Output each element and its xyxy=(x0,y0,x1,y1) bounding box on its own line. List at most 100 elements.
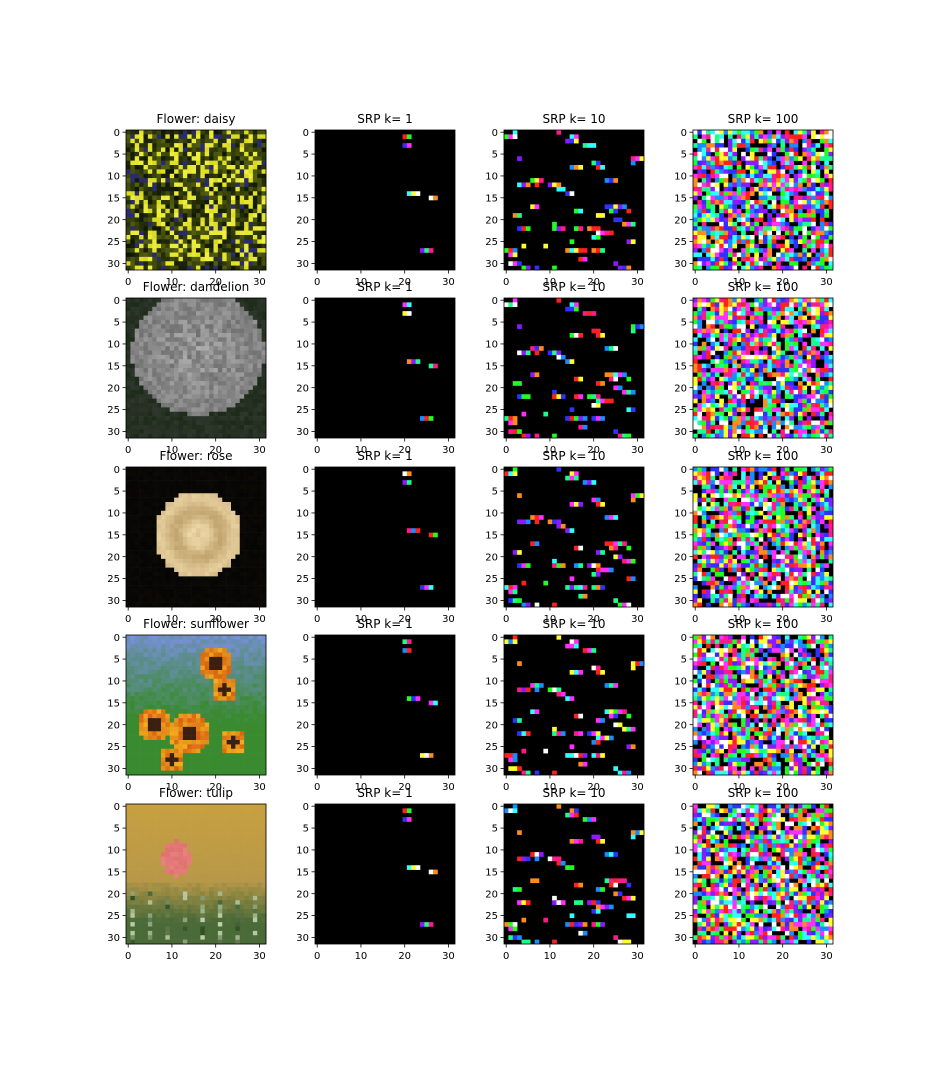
pixel xyxy=(187,351,192,356)
pixel xyxy=(170,506,175,511)
srp-pixel xyxy=(715,187,720,192)
pixel xyxy=(209,200,214,205)
pixel xyxy=(200,239,205,244)
srp-pixel xyxy=(789,239,794,244)
srp-pixel xyxy=(824,324,829,329)
srp-pixel xyxy=(829,355,834,360)
pixel xyxy=(139,572,144,577)
srp-pixel xyxy=(750,381,755,386)
srp-pixel xyxy=(794,187,799,192)
pixel xyxy=(262,311,267,316)
pixel xyxy=(148,196,153,201)
pixel xyxy=(165,261,170,266)
srp-pixel xyxy=(785,209,790,214)
pixel xyxy=(139,359,144,364)
srp-pixel xyxy=(706,200,711,205)
pixel xyxy=(192,381,197,386)
pixel xyxy=(218,235,223,240)
pixel xyxy=(135,390,140,395)
pixel xyxy=(214,235,219,240)
pixel xyxy=(179,359,184,364)
srp-pixel xyxy=(807,403,812,408)
pixel xyxy=(231,559,236,564)
pixel xyxy=(244,209,249,214)
srp-pixel xyxy=(741,381,746,386)
srp-pixel xyxy=(785,421,790,426)
srp-pixel xyxy=(798,364,803,369)
pixel xyxy=(222,476,227,481)
pixel xyxy=(152,337,157,342)
srp-pixel xyxy=(530,178,535,183)
srp-pixel xyxy=(750,174,755,179)
srp-pixel xyxy=(763,324,768,329)
pixel xyxy=(174,253,179,258)
pixel xyxy=(179,546,184,551)
pixel xyxy=(144,187,149,192)
srp-pixel xyxy=(767,213,772,218)
srp-pixel xyxy=(719,386,724,391)
srp-pixel xyxy=(706,204,711,209)
pixel xyxy=(152,416,157,421)
pixel xyxy=(262,239,267,244)
pixel xyxy=(209,253,214,258)
srp-pixel xyxy=(820,421,825,426)
pixel xyxy=(240,563,245,568)
srp-pixel xyxy=(724,156,729,161)
pixel xyxy=(257,485,262,490)
pixel xyxy=(126,320,131,325)
srp-pixel xyxy=(829,231,834,236)
pixel xyxy=(170,555,175,560)
pixel xyxy=(165,174,170,179)
pixel xyxy=(257,394,262,399)
srp-pixel xyxy=(711,342,716,347)
srp-pixel xyxy=(587,226,592,231)
pixel xyxy=(262,476,267,481)
srp-pixel xyxy=(759,377,764,382)
pixel xyxy=(222,471,227,476)
srp-pixel xyxy=(767,174,772,179)
pixel xyxy=(165,311,170,316)
srp-pixel xyxy=(697,244,702,249)
pixel xyxy=(135,298,140,303)
srp-pixel xyxy=(741,307,746,312)
srp-pixel xyxy=(737,399,742,404)
pixel xyxy=(262,324,267,329)
srp-pixel xyxy=(741,412,746,417)
pixel xyxy=(253,196,258,201)
pixel xyxy=(130,244,135,249)
pixel xyxy=(148,222,153,227)
pixel xyxy=(218,498,223,503)
pixel xyxy=(161,226,166,231)
pixel xyxy=(205,421,210,426)
srp-pixel xyxy=(750,372,755,377)
srp-pixel xyxy=(715,372,720,377)
pixel xyxy=(257,403,262,408)
pixel xyxy=(157,316,162,321)
pixel xyxy=(240,311,245,316)
pixel xyxy=(130,235,135,240)
x-tick-label: 0 xyxy=(314,277,320,288)
srp-pixel xyxy=(824,222,829,227)
srp-pixel xyxy=(697,320,702,325)
srp-pixel xyxy=(746,178,751,183)
pixel xyxy=(218,244,223,249)
pixel xyxy=(170,489,175,494)
pixel xyxy=(205,187,210,192)
pixel xyxy=(126,541,131,546)
pixel xyxy=(200,320,205,325)
pixel xyxy=(126,161,131,166)
pixel xyxy=(240,130,245,135)
pixel xyxy=(235,337,240,342)
srp-pixel xyxy=(781,134,786,139)
pixel xyxy=(135,316,140,321)
srp-pixel xyxy=(513,302,518,307)
srp-pixel xyxy=(711,209,716,214)
srp-pixel xyxy=(763,364,768,369)
srp-pixel xyxy=(711,231,716,236)
pixel xyxy=(205,568,210,573)
pixel xyxy=(135,196,140,201)
pixel xyxy=(130,541,135,546)
pixel xyxy=(222,372,227,377)
pixel xyxy=(126,302,131,307)
